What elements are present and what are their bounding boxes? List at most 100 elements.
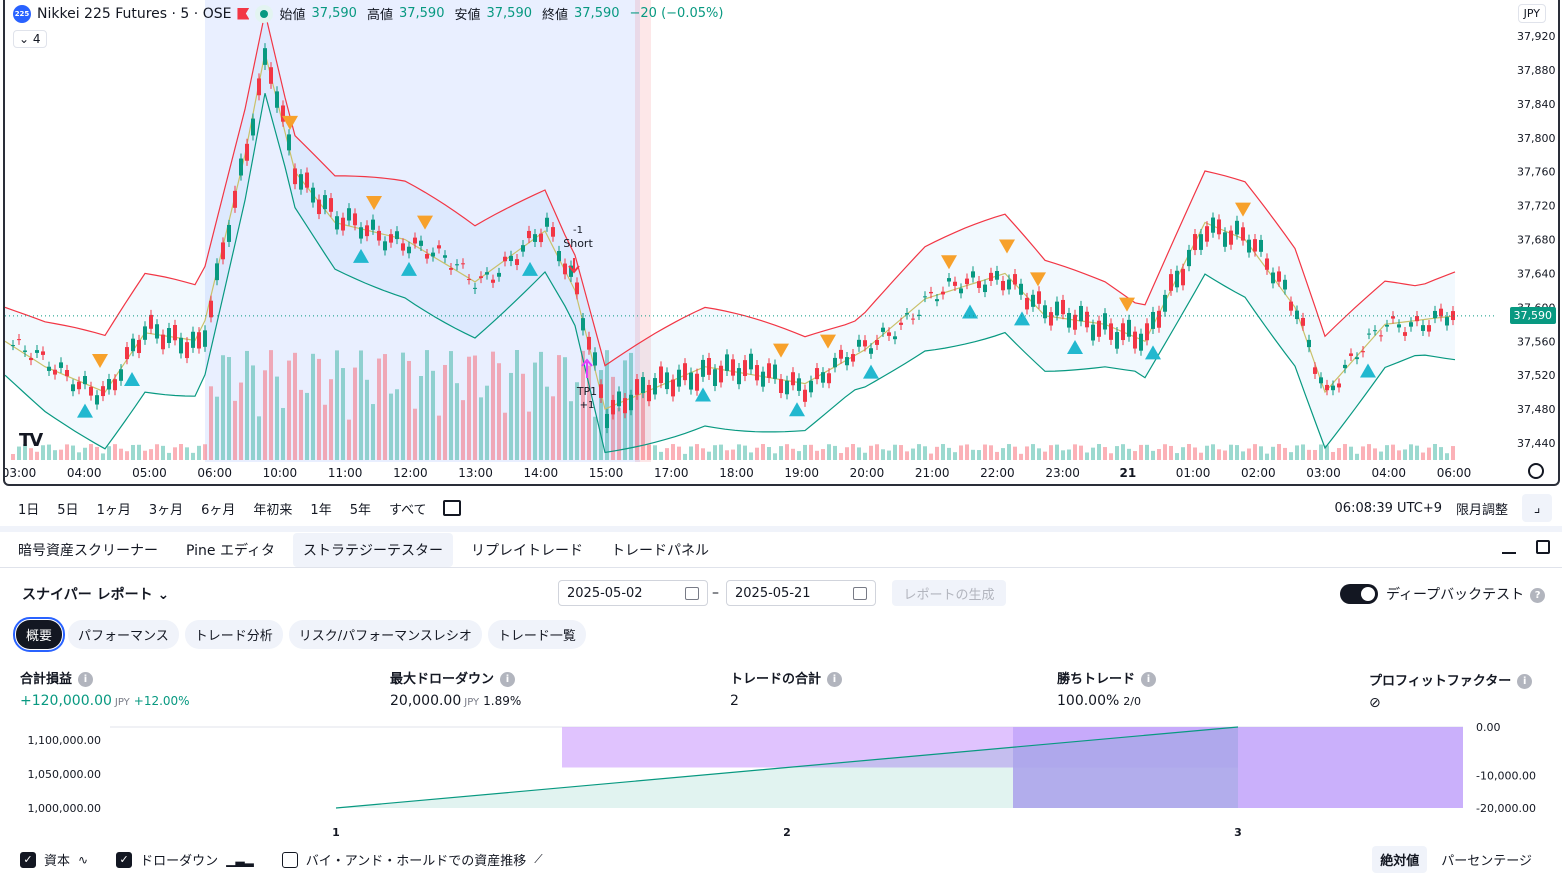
generate-report-button[interactable]: レポートの生成	[892, 580, 1006, 606]
range-1m[interactable]: 1ヶ月	[96, 502, 131, 518]
candle-body	[323, 195, 327, 210]
mode-percent[interactable]: パーセンテージ	[1441, 854, 1532, 869]
calendar-icon[interactable]	[853, 586, 867, 600]
minimize-icon[interactable]	[1502, 540, 1516, 554]
info-icon[interactable]: i	[78, 672, 94, 687]
range-5y[interactable]: 5年	[349, 502, 371, 518]
currency-button[interactable]: JPY	[1517, 4, 1546, 23]
subtab-risk-ratio[interactable]: リスク/パフォーマンスレシオ	[288, 620, 482, 649]
volume-bar	[515, 350, 519, 460]
candle-body	[395, 231, 399, 240]
candle-body	[827, 373, 831, 384]
volume-bar	[683, 453, 687, 460]
candle-body	[581, 318, 585, 331]
gear-icon[interactable]	[1528, 463, 1544, 479]
info-icon[interactable]: i	[1141, 672, 1157, 687]
legend-equity[interactable]: ✓ 資本 ∿	[20, 850, 88, 869]
volume-bar	[575, 382, 579, 460]
legend-drawdown-label: ドローダウン	[140, 854, 219, 869]
range-3m[interactable]: 3ヶ月	[148, 502, 184, 518]
volume-bar	[269, 350, 273, 460]
volume-bar	[941, 444, 945, 460]
candle-body	[1127, 319, 1131, 337]
market-status-icon[interactable]	[255, 4, 274, 23]
subtab-trade-analysis[interactable]: トレード分析	[184, 620, 283, 649]
time-tick-label: 10:00	[263, 466, 298, 480]
info-icon[interactable]: i	[500, 672, 516, 687]
candle-body	[413, 237, 417, 244]
volume-bar	[1301, 444, 1305, 460]
candle-body	[215, 263, 219, 281]
date-from-input[interactable]: 2025-05-02	[558, 580, 708, 606]
candle-body	[41, 351, 45, 355]
deep-backtest-toggle[interactable]	[1340, 584, 1378, 604]
equity-chart[interactable]: 1,100,000.00 1,050,000.00 1,000,000.00 0.00…	[0, 718, 1562, 846]
range-ytd[interactable]: 年初来	[253, 502, 293, 518]
range-1y[interactable]: 1年	[310, 502, 332, 518]
calendar-icon[interactable]	[685, 586, 699, 600]
report-subtabs: 概要 パフォーマンス トレード分析 リスク/パフォーマンスレシオ トレード一覧	[12, 617, 586, 652]
tradingview-logo-icon[interactable]: TV	[19, 430, 43, 451]
tab-replay-trade[interactable]: リプレイトレード	[470, 542, 583, 559]
candle-body	[719, 365, 723, 383]
price-tick-label: 37,880	[1517, 64, 1556, 77]
tab-pine-editor[interactable]: Pine エディタ	[186, 542, 275, 559]
candle-body	[1049, 312, 1053, 326]
info-icon[interactable]: ?	[1530, 587, 1546, 603]
flag-icon[interactable]	[237, 7, 250, 20]
candlestick-chart[interactable]: 37,920 37,880 37,840 37,800 37,760 37,720 37,6…	[5, 0, 1558, 486]
contract-adjust-button[interactable]: 限月調整	[1455, 502, 1508, 518]
volume-bar	[521, 373, 525, 460]
tab-trade-panel[interactable]: トレードパネル	[610, 542, 709, 559]
subtab-trade-list[interactable]: トレード一覧	[487, 620, 586, 649]
candle-body	[941, 291, 945, 295]
panel-divider[interactable]	[0, 526, 1562, 532]
clock[interactable]: 06:08:39 UTC+9	[1334, 500, 1442, 516]
candle-body	[1121, 323, 1125, 341]
range-1d[interactable]: 1日	[18, 502, 40, 518]
volume-bar	[647, 444, 651, 460]
price-tick-label: 37,640	[1517, 267, 1556, 280]
expand-icon[interactable]: ⌟	[1522, 494, 1552, 522]
mode-absolute[interactable]: 絶対値	[1372, 846, 1428, 873]
legend-drawdown[interactable]: ✓ ドローダウン ▁▃▂	[116, 850, 254, 869]
checkbox-buy-hold[interactable]	[281, 851, 298, 868]
price-chart[interactable]: 37,920 37,880 37,840 37,800 37,760 37,720 37,6…	[3, 0, 1560, 486]
volume-bar	[1217, 449, 1221, 460]
ohlc-open-value: 37,590	[311, 6, 357, 21]
candle-body	[191, 331, 195, 348]
candle-body	[359, 227, 363, 239]
range-all[interactable]: すべて	[388, 502, 427, 518]
calendar-range-icon[interactable]	[442, 500, 461, 516]
metric-title: 最大ドローダウン	[390, 672, 495, 687]
volume-bar	[779, 446, 783, 460]
date-to-input[interactable]: 2025-05-21	[726, 580, 876, 606]
volume-bar	[1001, 448, 1005, 460]
legend-buy-hold[interactable]: バイ・アンド・ホールドでの資産推移 ⟋	[281, 850, 543, 869]
candle-body	[407, 246, 411, 254]
maximize-icon[interactable]	[1536, 540, 1550, 554]
subtab-overview[interactable]: 概要	[12, 617, 66, 652]
volume-bar	[863, 452, 867, 460]
volume-bar	[41, 445, 45, 460]
candle-body	[1073, 314, 1077, 330]
volume-bar	[1133, 451, 1137, 460]
info-icon[interactable]: i	[827, 672, 843, 687]
volume-bar	[593, 416, 597, 460]
info-icon[interactable]: i	[1517, 674, 1533, 689]
subtab-performance[interactable]: パフォーマンス	[68, 620, 179, 649]
time-tick-label: 20:00	[850, 466, 885, 480]
checkbox-equity[interactable]: ✓	[20, 851, 36, 868]
report-title-dropdown[interactable]: スナイパー レポート ⌄	[22, 584, 169, 604]
volume-bar	[1361, 446, 1365, 460]
candle-body	[647, 385, 651, 402]
indicators-collapse-button[interactable]: ⌄ 4	[13, 30, 47, 48]
tab-strategy-tester[interactable]: ストラテジーテスター	[292, 532, 453, 567]
range-5d[interactable]: 5日	[57, 502, 79, 518]
checkbox-drawdown[interactable]: ✓	[116, 851, 133, 868]
candle-body	[533, 234, 537, 242]
symbol-name[interactable]: Nikkei 225 Futures · 5 · OSE	[37, 5, 232, 22]
range-6m[interactable]: 6ヶ月	[201, 502, 236, 518]
candle-body	[245, 143, 249, 161]
tab-crypto-screener[interactable]: 暗号資産スクリーナー	[18, 542, 158, 559]
